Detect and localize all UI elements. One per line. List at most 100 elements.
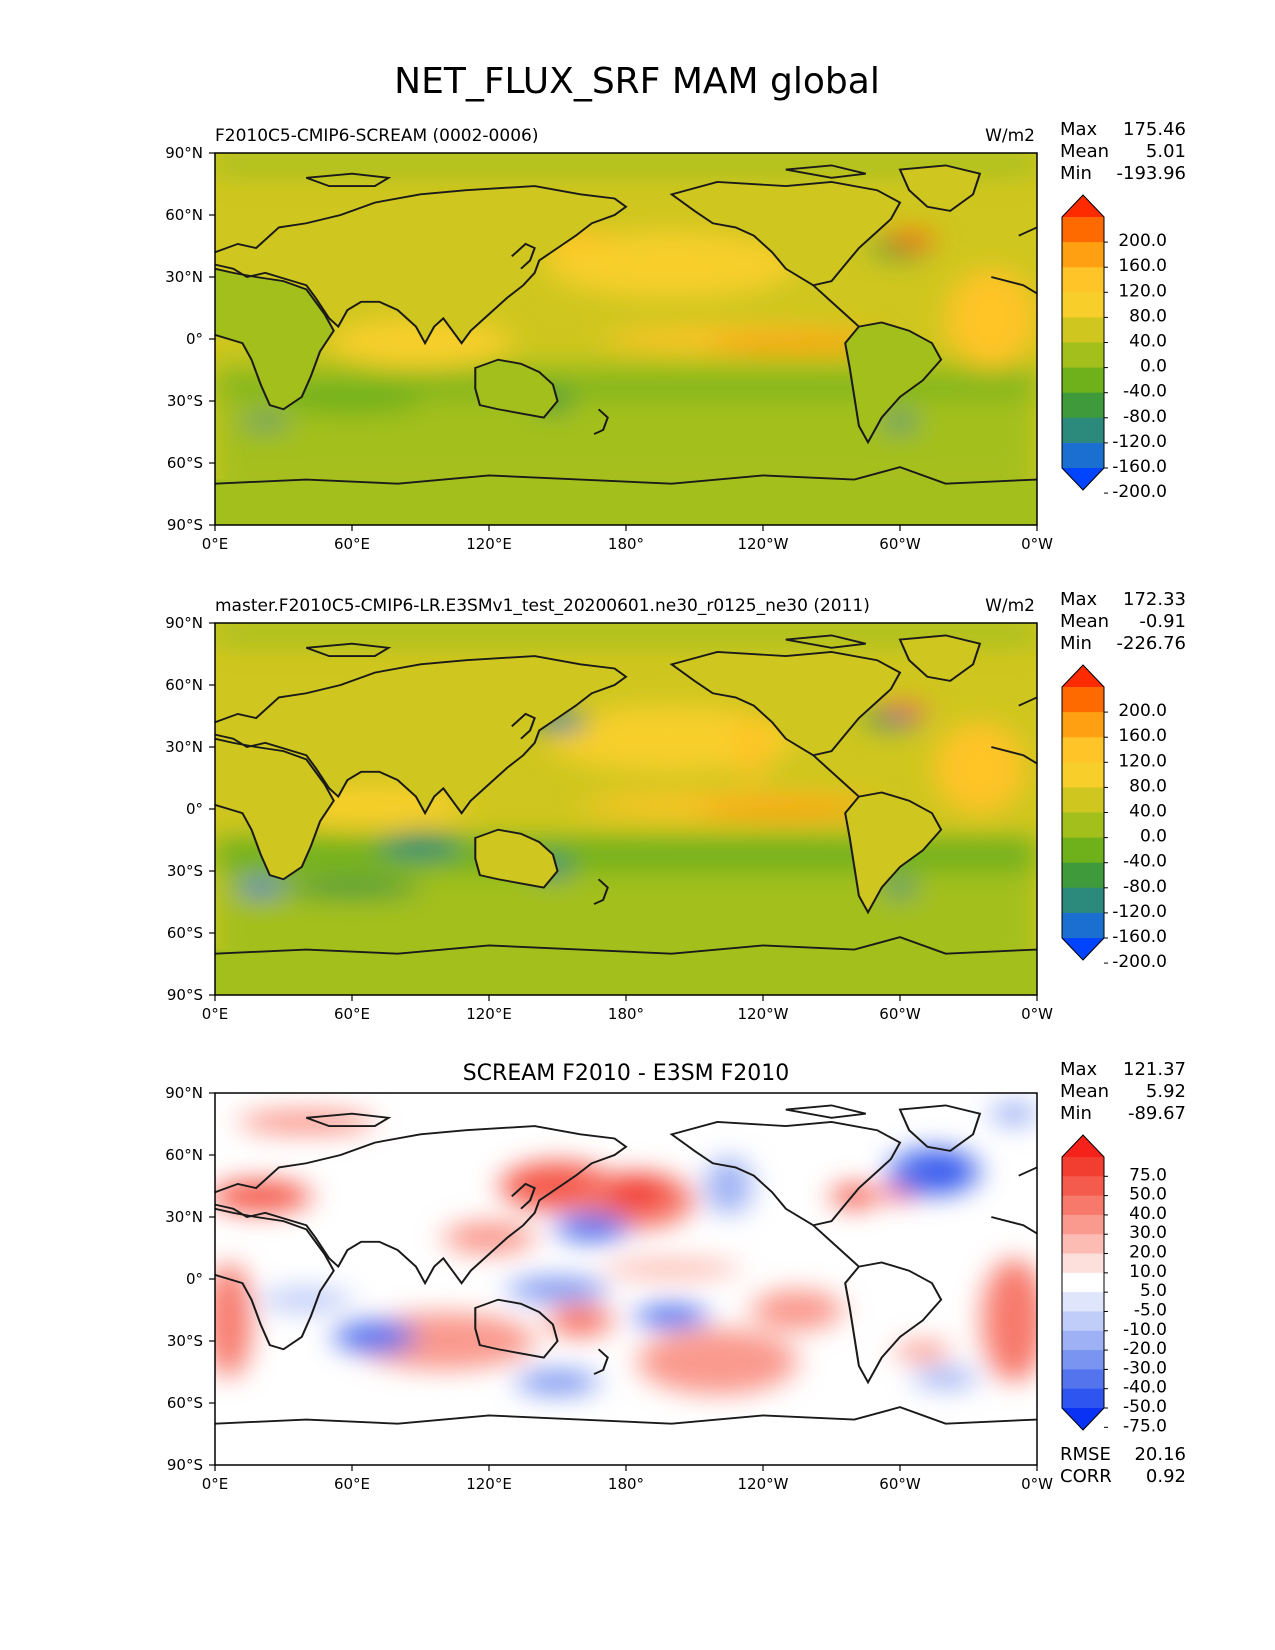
- colorbar-label: -30.0: [1123, 1358, 1167, 1378]
- stat-mean-value: 5.92: [1146, 1081, 1186, 1102]
- colorbar-label: -40.0: [1123, 382, 1167, 402]
- colorbar-label: -200.0: [1112, 482, 1167, 502]
- y-tick-label: 30°N: [165, 268, 203, 286]
- colorbar-label: 200.0: [1118, 231, 1167, 251]
- panel-test-y-ticks: 90°N 60°N 30°N 0° 30°S 60°S 90°S: [165, 144, 215, 534]
- colorbar-label: 0.0: [1140, 357, 1167, 377]
- colorbar-label: 5.0: [1140, 1281, 1167, 1301]
- colorbar-label: -40.0: [1123, 852, 1167, 872]
- colorbar-segment: [1062, 1157, 1104, 1177]
- stat-max-label: Max: [1060, 119, 1098, 140]
- y-tick-label: 60°N: [165, 206, 203, 224]
- colorbar-label: -200.0: [1112, 952, 1167, 972]
- panel-difference-colorbar: 75.050.040.030.020.010.05.0-5.0-10.0-20.…: [1061, 1134, 1167, 1436]
- panel-test-field: [215, 153, 1037, 525]
- panel-reference-y-ticks: 90°N 60°N 30°N 0° 30°S 60°S 90°S: [165, 614, 215, 1004]
- panel-reference: master.F2010C5-CMIP6-LR.E3SMv1_test_2020…: [165, 589, 1186, 1023]
- colorbar-label: 40.0: [1129, 1204, 1167, 1224]
- panel-test-stats: Max 175.46 Mean 5.01 Min -193.96: [1060, 119, 1186, 184]
- colorbar-label: -120.0: [1112, 432, 1167, 452]
- colorbar-label: 75.0: [1129, 1165, 1167, 1185]
- y-tick-label: 0°: [186, 800, 203, 818]
- colorbar-label: -80.0: [1123, 877, 1167, 897]
- panel-difference-title: SCREAM F2010 - E3SM F2010: [463, 1061, 790, 1086]
- stat-max-value: 175.46: [1123, 119, 1186, 140]
- colorbar-label: -5.0: [1134, 1300, 1167, 1320]
- x-tick-label: 0°E: [202, 535, 229, 553]
- colorbar-segment: [1062, 812, 1104, 839]
- x-tick-label: 120°E: [466, 1005, 512, 1023]
- colorbar-label: -160.0: [1112, 457, 1167, 477]
- stat-rmse-value: 20.16: [1134, 1444, 1186, 1465]
- colorbar-extend-max: [1062, 1135, 1104, 1157]
- colorbar-segment: [1062, 837, 1104, 864]
- y-tick-label: 90°N: [165, 614, 203, 632]
- x-tick-label: 180°: [608, 1005, 644, 1023]
- colorbar-label: 50.0: [1129, 1185, 1167, 1205]
- stat-mean-label: Mean: [1060, 1081, 1109, 1102]
- colorbar-segment: [1062, 1214, 1104, 1235]
- x-tick-label: 180°: [608, 535, 644, 553]
- colorbar-label: 200.0: [1118, 701, 1167, 721]
- y-tick-label: 90°N: [165, 144, 203, 162]
- y-tick-label: 30°N: [165, 738, 203, 756]
- x-tick-label: 120°W: [738, 1475, 789, 1493]
- x-tick-label: 120°W: [738, 535, 789, 553]
- x-tick-label: 0°W: [1021, 535, 1053, 553]
- stat-rmse-label: RMSE: [1060, 1444, 1111, 1465]
- colorbar-extend-min: [1062, 468, 1104, 490]
- colorbar-segment: [1062, 687, 1104, 713]
- colorbar-extend-max: [1062, 195, 1104, 217]
- colorbar-segment: [1062, 342, 1104, 369]
- y-tick-label: 60°S: [167, 924, 203, 942]
- colorbar-segment: [1062, 367, 1104, 394]
- colorbar-segment: [1062, 887, 1104, 914]
- stat-min-label: Min: [1060, 1103, 1092, 1124]
- panel-reference-field: [215, 623, 1037, 995]
- x-tick-label: 60°E: [334, 1475, 370, 1493]
- colorbar-label: -80.0: [1123, 407, 1167, 427]
- x-tick-label: 120°E: [466, 535, 512, 553]
- x-tick-label: 60°W: [879, 1475, 921, 1493]
- stat-max-value: 121.37: [1123, 1059, 1186, 1080]
- y-tick-label: 90°S: [167, 1456, 203, 1474]
- colorbar-segment: [1062, 392, 1104, 419]
- y-tick-label: 60°N: [165, 676, 203, 694]
- colorbar-segment: [1062, 1176, 1104, 1197]
- x-tick-label: 60°E: [334, 535, 370, 553]
- panel-reference-colorbar: 200.0 160.0 120.0 80.0 40.0 0.0 -40.0 -80.0 -120…: [1061, 664, 1167, 972]
- stat-min-value: -89.67: [1128, 1103, 1186, 1124]
- colorbar-segment: [1062, 1311, 1104, 1332]
- stat-mean-label: Mean: [1060, 611, 1109, 632]
- colorbar-segment: [1062, 862, 1104, 889]
- panel-reference-x-ticks: 0°E 60°E 120°E 180° 120°W 60°W 0°W: [202, 995, 1053, 1023]
- colorbar-segment: [1062, 1350, 1104, 1370]
- y-tick-label: 90°S: [167, 516, 203, 534]
- colorbar-segment: [1062, 912, 1104, 939]
- colorbar-label: -75.0: [1123, 1416, 1167, 1436]
- colorbar-label: 30.0: [1129, 1223, 1167, 1243]
- x-tick-label: 120°W: [738, 1005, 789, 1023]
- colorbar-label: 160.0: [1118, 726, 1167, 746]
- panel-test-title: F2010C5-CMIP6-SCREAM (0002-0006): [215, 126, 538, 146]
- panel-test-colorbar: 200.0 160.0 120.0 80.0 40.0 0.0 -40.0 -80.0 -120…: [1061, 194, 1167, 502]
- panel-test-x-ticks: 0°E 60°E 120°E 180° 120°W 60°W 0°W: [202, 525, 1053, 553]
- colorbar-label: -40.0: [1123, 1378, 1167, 1398]
- x-tick-label: 0°W: [1021, 1475, 1053, 1493]
- colorbar-label: 80.0: [1129, 306, 1167, 326]
- colorbar-segment: [1062, 217, 1104, 243]
- x-tick-label: 60°W: [879, 1005, 921, 1023]
- colorbar-label: 120.0: [1118, 281, 1167, 301]
- colorbar-segment: [1062, 1369, 1104, 1390]
- panel-difference: SCREAM F2010 - E3SM F2010: [165, 1059, 1186, 1493]
- colorbar-label: -120.0: [1112, 902, 1167, 922]
- x-tick-label: 60°W: [879, 535, 921, 553]
- y-tick-label: 0°: [186, 1270, 203, 1288]
- y-tick-label: 60°S: [167, 454, 203, 472]
- y-tick-label: 30°S: [167, 392, 203, 410]
- colorbar-segment: [1062, 787, 1104, 813]
- colorbar-segment: [1062, 1388, 1104, 1409]
- stat-mean-value: 5.01: [1146, 141, 1186, 162]
- x-tick-label: 0°E: [202, 1475, 229, 1493]
